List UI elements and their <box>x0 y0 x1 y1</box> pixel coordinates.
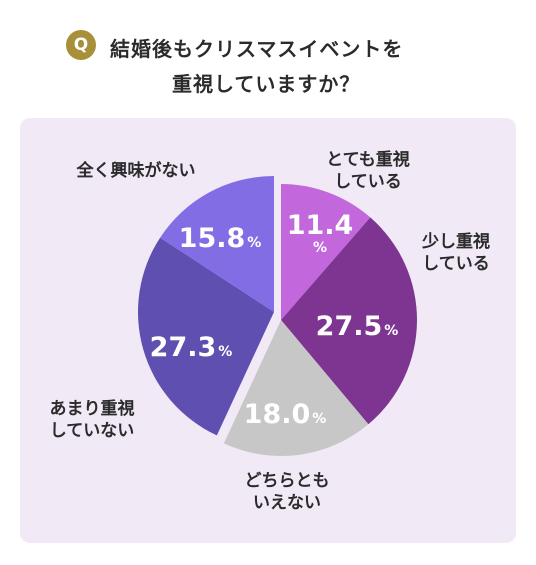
slice-label-3-line-1: どちらとも <box>245 471 330 491</box>
pie-slice-5 <box>160 176 274 312</box>
header: Q 結婚後もクリスマスイベントを 重視していますか？ <box>0 0 536 118</box>
question-badge-icon: Q <box>66 30 96 60</box>
slice-label-2-line-2: している <box>422 254 490 274</box>
pie-slice-1 <box>281 184 371 320</box>
slice-value-2: 27.5% <box>316 311 399 342</box>
slice-label-1-line-1: とても重視 <box>326 149 410 170</box>
slice-value-4: 27.3% <box>150 332 233 363</box>
slice-label-1-line-2: している <box>334 172 402 192</box>
slice-label-4-line-2: していない <box>50 421 135 441</box>
slice-value-5: 15.8% <box>179 223 262 254</box>
page-title-line-2: 重視していますか？ <box>172 72 361 96</box>
slice-label-2-line-1: 少し重視 <box>421 231 490 252</box>
slice-value-1: 11.4 <box>287 210 354 241</box>
slice-label-4-line-1: あまり重視 <box>50 398 135 419</box>
slice-unit-1: % <box>313 240 327 256</box>
slice-value-3: 18.0% <box>244 399 327 430</box>
slice-label-5-line-1: 全く興味がない <box>76 160 196 181</box>
pie-slice-4 <box>138 237 274 436</box>
pie-slice-3 <box>223 320 369 456</box>
pie-slice-2 <box>281 217 417 425</box>
slice-label-3-line-2: いえない <box>253 493 321 513</box>
page-title-line-1: 結婚後もクリスマスイベントを <box>110 37 404 61</box>
